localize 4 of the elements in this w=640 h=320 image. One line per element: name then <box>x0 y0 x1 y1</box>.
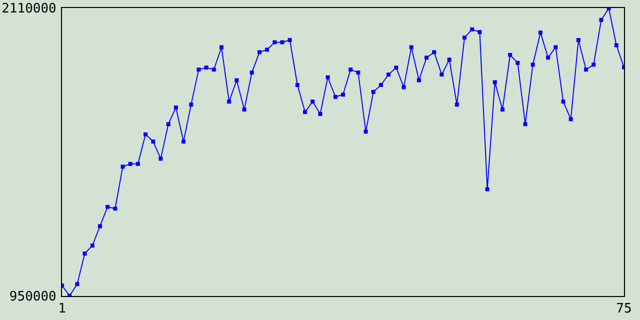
x-tick-label: 75 <box>616 302 632 317</box>
y-tick-label: 950000 <box>9 290 56 305</box>
y-tick-label: 2110000 <box>2 2 56 17</box>
x-tick-label: 1 <box>58 302 66 317</box>
